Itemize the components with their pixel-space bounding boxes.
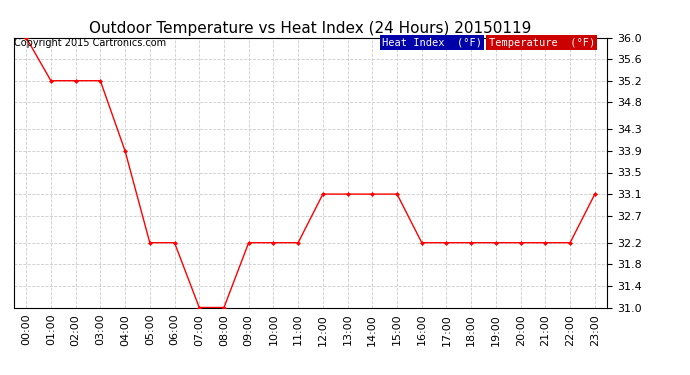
Text: Copyright 2015 Cartronics.com: Copyright 2015 Cartronics.com: [14, 38, 166, 48]
Text: Heat Index  (°F): Heat Index (°F): [382, 38, 482, 48]
Text: Temperature  (°F): Temperature (°F): [489, 38, 595, 48]
Title: Outdoor Temperature vs Heat Index (24 Hours) 20150119: Outdoor Temperature vs Heat Index (24 Ho…: [89, 21, 532, 36]
